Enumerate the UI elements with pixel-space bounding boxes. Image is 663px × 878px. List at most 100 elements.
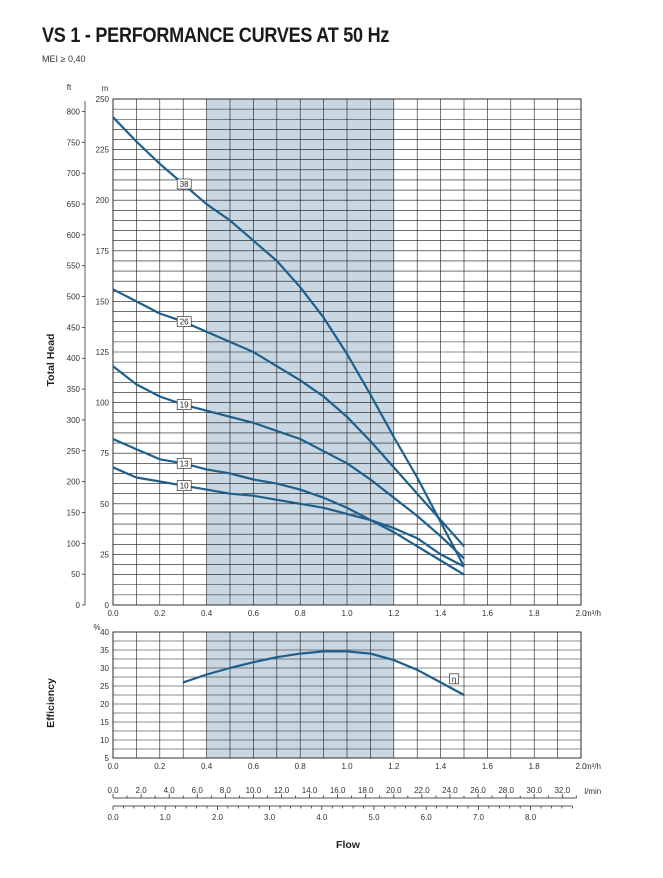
curve-26 xyxy=(112,288,465,548)
head-axes: 0 25 50 75 100 125 150 175 200 225 250 m 0 50 100 150 20… xyxy=(67,83,601,618)
tick-label-ft: 0 xyxy=(76,601,81,610)
curve-label-box-19 xyxy=(176,399,192,410)
curve-label-10: 10 xyxy=(180,482,189,491)
tick-label-x: 1.6 xyxy=(482,762,494,771)
tick-label-x: 1.2 xyxy=(388,762,400,771)
efficiency-label: η xyxy=(452,675,456,684)
tick-label-lmin: 10.0 xyxy=(246,786,262,795)
tick-label-x: 0.2 xyxy=(154,609,166,618)
tick-label-x: 1.0 xyxy=(341,609,353,618)
curve-label-26: 26 xyxy=(180,318,189,327)
curve-label-13: 13 xyxy=(180,459,189,468)
tick-label-x: 0.8 xyxy=(295,762,307,771)
tick-label-ft: 500 xyxy=(67,293,81,302)
tick-label-ft: 600 xyxy=(67,231,81,240)
tick-label-third: 5.0 xyxy=(368,813,380,822)
tick-label-m: 175 xyxy=(96,247,110,256)
efficiency-curve xyxy=(182,650,465,696)
tick-label-third: 8.0 xyxy=(525,813,537,822)
tick-label-x: 0.4 xyxy=(201,609,213,618)
tick-label-x: 1.4 xyxy=(435,609,447,618)
x-axis-title: Flow xyxy=(336,839,361,851)
plot-frame xyxy=(112,631,582,759)
tick-label-x: 1.2 xyxy=(388,609,400,618)
tick-label-x: 0.6 xyxy=(248,609,260,618)
y-axis-title-head: Total Head xyxy=(45,334,57,387)
curve-38 xyxy=(112,116,465,568)
curve-19 xyxy=(112,365,465,560)
tick-label-ft: 650 xyxy=(67,200,81,209)
tick-label-x: 1.6 xyxy=(482,609,494,618)
tick-label-third: 0.0 xyxy=(107,813,119,822)
tick-label-lmin: 18.0 xyxy=(358,786,374,795)
tick-label-x: 0.8 xyxy=(295,609,307,618)
tick-label-x: 1.8 xyxy=(529,609,541,618)
tick-label-ft: 400 xyxy=(67,354,81,363)
tick-label-m: 250 xyxy=(96,95,110,104)
flow-axes: 0.0 2.0 4.0 6.0 8.0 10.0 12.0 14.0 16.0 18.0 20.0 2… xyxy=(107,786,601,822)
tick-label-ft: 800 xyxy=(67,107,81,116)
efficiency-axes: 5 10 15 20 25 30 35 40% 0.0 0.2 0.4 0.6 0.8 1.0 1.2 1.4… xyxy=(93,623,601,771)
tick-label-lmin: 8.0 xyxy=(220,786,232,795)
unit-label-ft: ft xyxy=(67,83,72,92)
tick-label-lmin: 2.0 xyxy=(136,786,148,795)
tick-label-ft: 200 xyxy=(67,478,81,487)
page-title: VS 1 - PERFORMANCE CURVES AT 50 Hz xyxy=(42,24,390,47)
tick-label-lmin: 30.0 xyxy=(526,786,542,795)
tick-label-lmin: 24.0 xyxy=(442,786,458,795)
tick-label-ft: 250 xyxy=(67,447,81,456)
tick-label-x: 0.2 xyxy=(154,762,166,771)
tick-label-ft: 100 xyxy=(67,539,81,548)
tick-label-lmin: 20.0 xyxy=(386,786,402,795)
efficiency-grid xyxy=(112,631,582,759)
tick-label-m: 50 xyxy=(100,500,109,509)
tick-label-m: 225 xyxy=(96,146,110,155)
tick-label-lmin: 12.0 xyxy=(274,786,290,795)
tick-label-x: 0.4 xyxy=(201,762,213,771)
tick-label-ft: 550 xyxy=(67,262,81,271)
tick-label-x: 1.0 xyxy=(341,762,353,771)
unit-label-x: m³/h xyxy=(585,609,601,618)
tick-label-third: 6.0 xyxy=(421,813,433,822)
tick-label-ft: 750 xyxy=(67,138,81,147)
efficiency-curves: η xyxy=(182,650,465,696)
curve-10 xyxy=(112,466,465,568)
head-curves: 38 26 19 13 10 xyxy=(112,116,465,576)
tick-label-eff: 5 xyxy=(105,754,110,763)
tick-label-lmin: 16.0 xyxy=(330,786,346,795)
tick-label-m: 25 xyxy=(100,550,109,559)
head-grid xyxy=(112,98,582,606)
tick-label-ft: 700 xyxy=(67,169,81,178)
unit-label-x: m³/h xyxy=(585,762,601,771)
tick-label-m: 0 xyxy=(105,601,110,610)
tick-label-x: 0.0 xyxy=(107,609,119,618)
tick-label-m: 125 xyxy=(96,348,110,357)
curve-label-box-26 xyxy=(176,316,192,327)
tick-label-x: 0.6 xyxy=(248,762,260,771)
curve-label-38: 38 xyxy=(180,180,189,189)
tick-label-x: 0.0 xyxy=(107,762,119,771)
tick-label-ft: 300 xyxy=(67,416,81,425)
tick-label-eff: 25 xyxy=(100,682,109,691)
y-axis-title-efficiency: Efficiency xyxy=(45,678,57,728)
unit-label-lmin: l/min xyxy=(584,787,601,796)
tick-label-lmin: 4.0 xyxy=(164,786,176,795)
tick-label-lmin: 32.0 xyxy=(554,786,570,795)
tick-label-ft: 450 xyxy=(67,323,81,332)
tick-label-x: 1.4 xyxy=(435,762,447,771)
tick-label-lmin: 0.0 xyxy=(107,786,119,795)
tick-label-m: 200 xyxy=(96,196,110,205)
curve-label-box-10 xyxy=(176,480,192,491)
plot-frame xyxy=(112,98,582,606)
tick-label-m: 150 xyxy=(96,297,110,306)
tick-label-x: 1.8 xyxy=(529,762,541,771)
tick-label-lmin: 6.0 xyxy=(192,786,204,795)
tick-label-third: 1.0 xyxy=(160,813,172,822)
tick-label-m: 100 xyxy=(96,399,110,408)
curve-13 xyxy=(112,437,465,576)
page-subtitle: MEI ≥ 0,40 xyxy=(42,54,86,64)
tick-label-eff: 35 xyxy=(100,646,109,655)
tick-label-eff: 40 xyxy=(100,628,109,637)
tick-label-lmin: 22.0 xyxy=(414,786,430,795)
